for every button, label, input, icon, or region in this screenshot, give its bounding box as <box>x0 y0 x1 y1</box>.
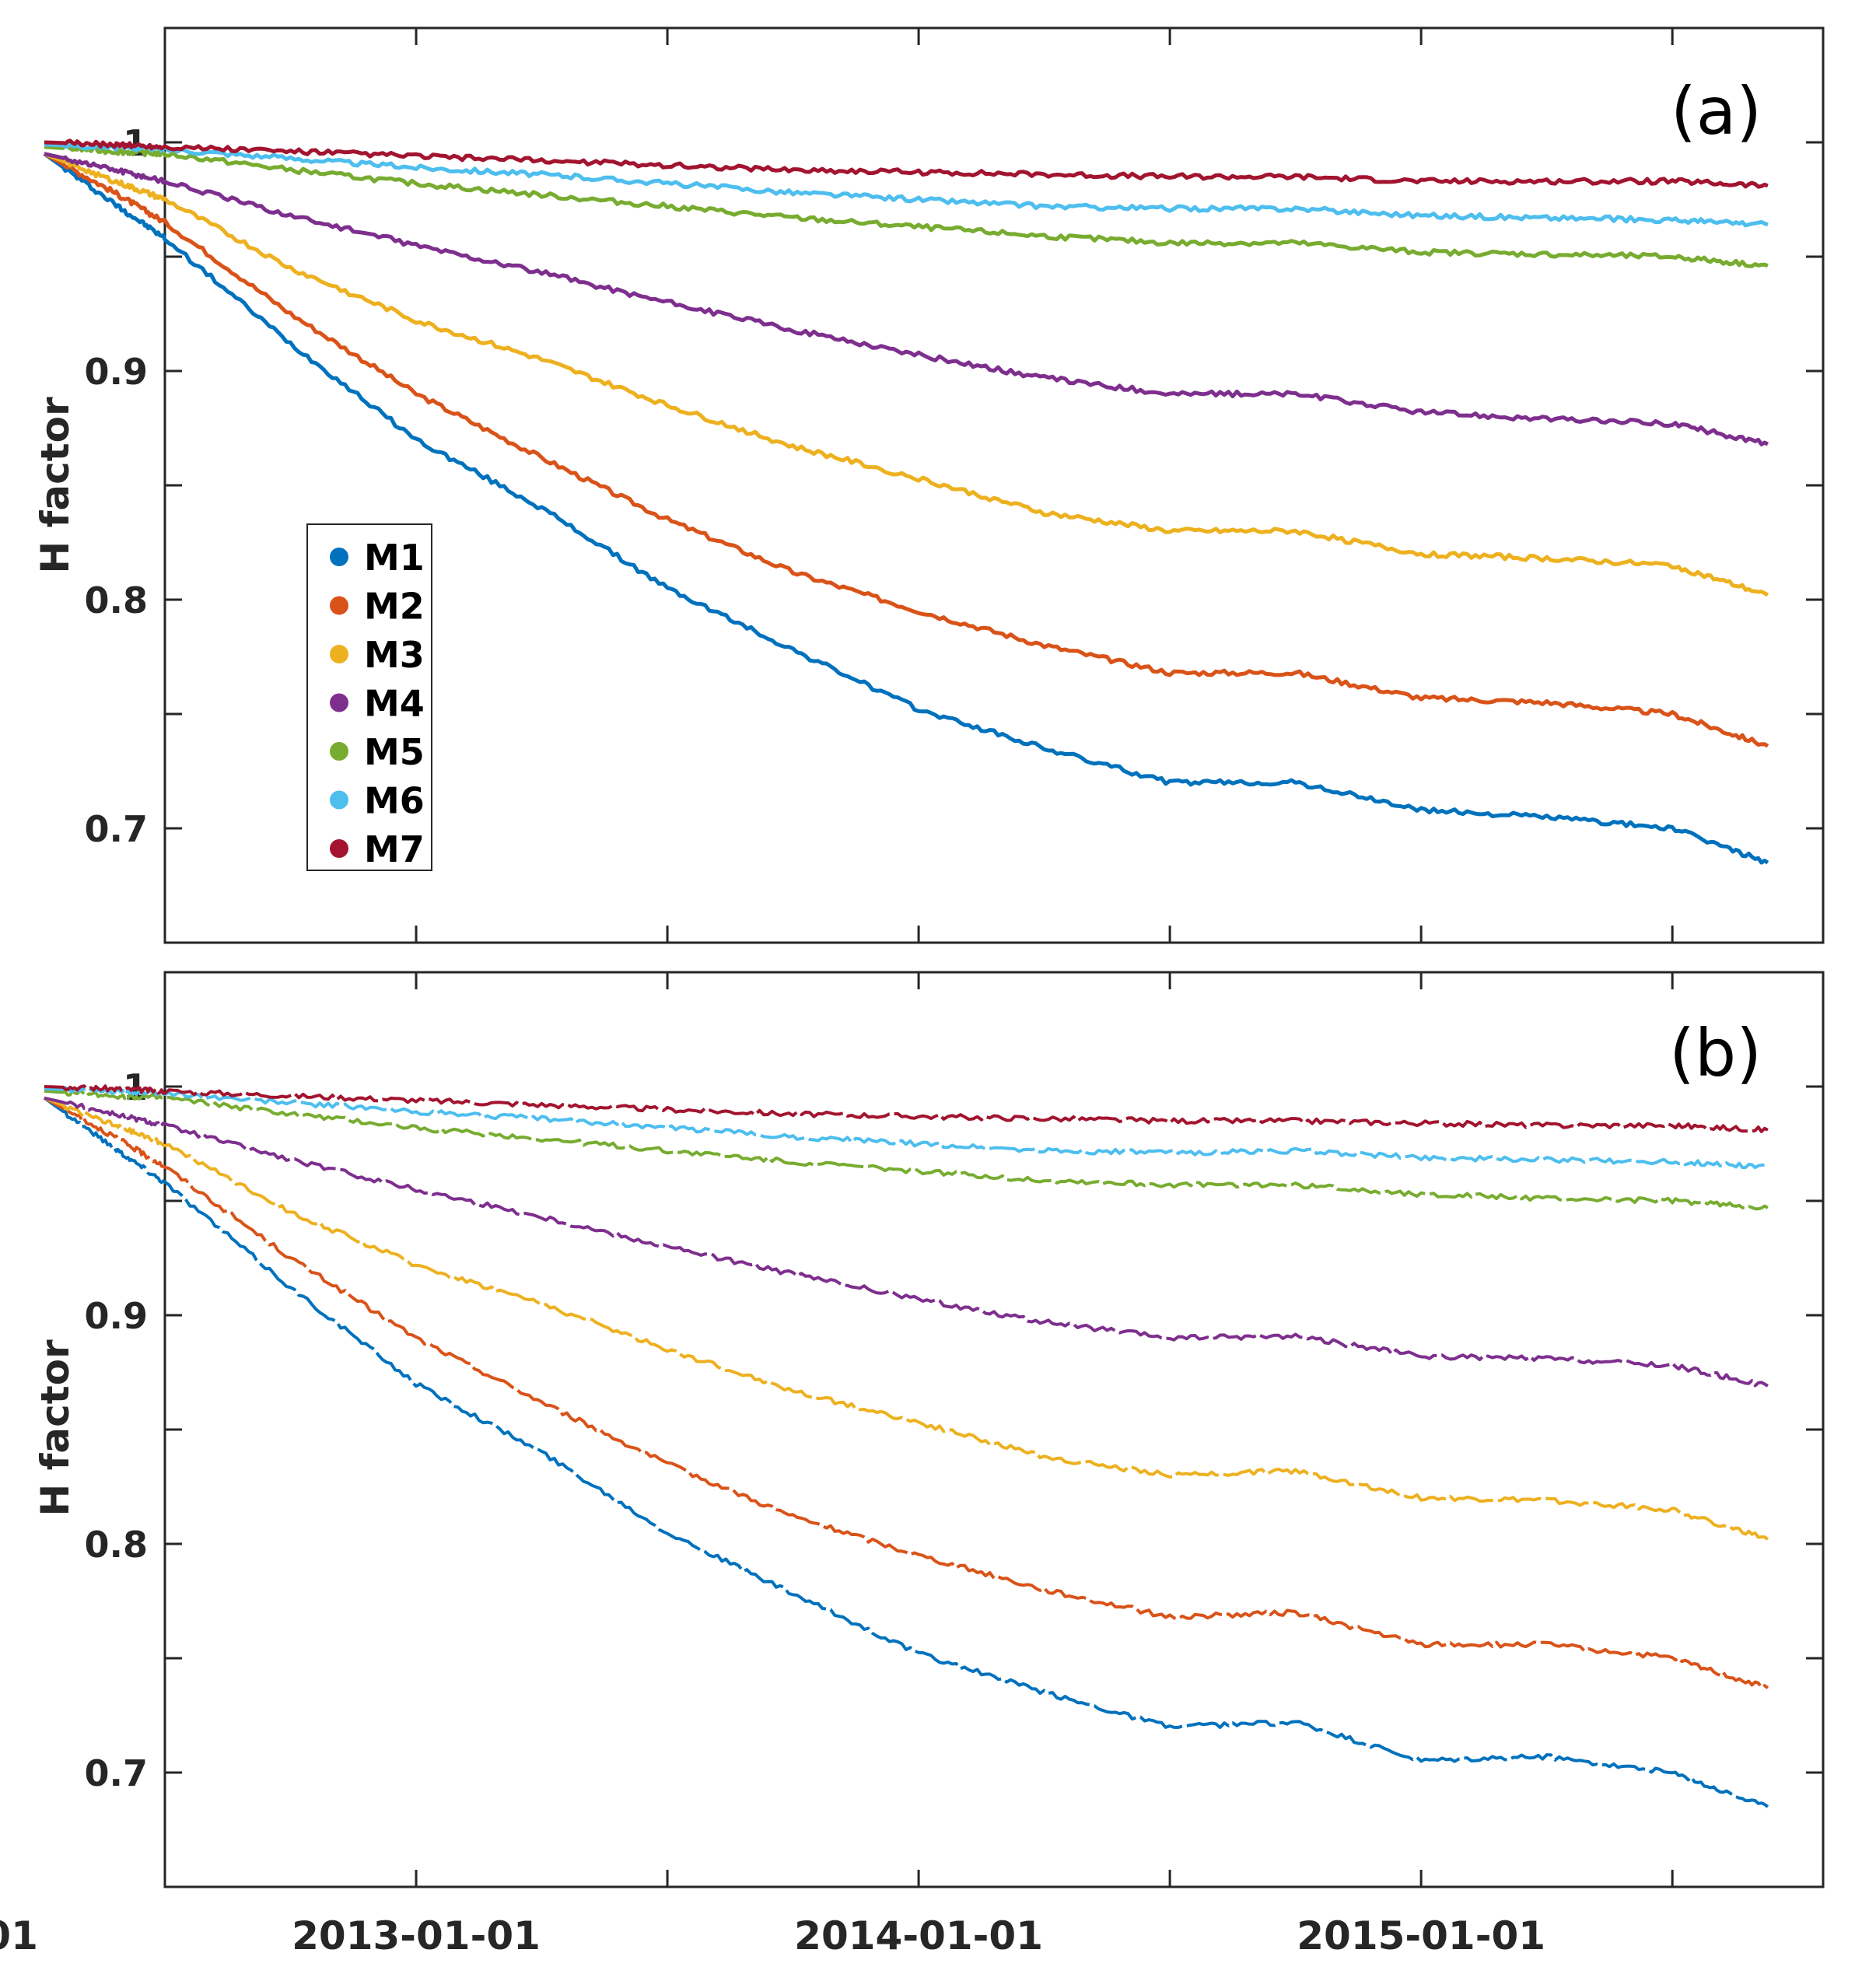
legend: M1 M2 M3 M4 M5 M6 M7 <box>306 523 432 871</box>
legend-label-m1: M1 <box>364 537 425 579</box>
panel-b-y-tick-label: 0.7 <box>85 1752 149 1794</box>
panel-a-axis-ticks <box>163 26 1823 944</box>
panel-b-series-m7-line <box>44 1084 1769 1133</box>
panel-b-series-m5-line <box>44 1089 1769 1211</box>
panel-a-series-m5-line <box>44 144 1769 268</box>
legend-marker-m2 <box>330 596 348 615</box>
legend-label-m5: M5 <box>364 731 425 773</box>
panel-b-axis-ticks <box>163 971 1823 1888</box>
panel-a-y-tick-label: 0.9 <box>85 351 149 393</box>
panel-b-y-tick-label: 0.9 <box>85 1295 149 1337</box>
panel-a-series-m3-line <box>43 152 1769 597</box>
x-tick-label-3: 2015-01-01 <box>1297 1913 1545 1958</box>
panel-b-series-m3-line <box>44 1096 1769 1541</box>
legend-box <box>306 523 432 871</box>
panel-a-y-axis-label: H factor <box>33 397 78 574</box>
panel-a-series-m1-line <box>43 152 1769 865</box>
legend-marker-m4 <box>330 693 348 712</box>
legend-marker-m6 <box>330 790 348 810</box>
legend-marker-m3 <box>330 645 348 663</box>
panel-b-series-m6-line <box>44 1086 1769 1170</box>
panel-a-series-m2-line <box>43 152 1769 748</box>
panel-b-y-tick-labels: 0.70.80.91 <box>85 1066 149 1794</box>
panel-a-y-tick-label: 0.7 <box>85 808 149 850</box>
panel-b-label: (b) <box>1669 1015 1762 1091</box>
legend-label-m2: M2 <box>364 586 425 628</box>
legend-marker-m5 <box>330 742 348 761</box>
panel-b-series-m1-line <box>43 1097 1769 1808</box>
legend-label-m7: M7 <box>364 828 425 870</box>
panel-a-series <box>43 138 1769 865</box>
panel-a-series-m7-line <box>44 138 1769 189</box>
panel-b-series-m2-line <box>43 1096 1769 1689</box>
legend-label-m6: M6 <box>364 780 425 822</box>
panel-b-y-tick-label: 0.8 <box>85 1524 149 1566</box>
panel-b-plot-area <box>163 971 1825 1888</box>
legend-marker-m7 <box>330 839 348 858</box>
panel-a-y-tick-labels: 0.70.80.91 <box>85 122 149 850</box>
panel-a-series-m6-line <box>44 142 1769 228</box>
x-tick-label-0: 2012-01-01 <box>0 1913 38 1958</box>
panel-b-series <box>43 1084 1769 1808</box>
panel-a-series-m4-line <box>44 152 1769 446</box>
x-tick-labels: 2012-01-01 2013-01-01 2014-01-01 2015-01-01 <box>0 1913 1545 1958</box>
panel-a-y-tick-label: 0.8 <box>85 579 149 621</box>
panel-b-y-axis-label: H factor <box>33 1339 78 1517</box>
panel-b: 0.70.80.91 2012-01-012013-01-012014-01-0… <box>0 971 1825 1958</box>
legend-marker-m1 <box>330 548 348 566</box>
legend-label-m4: M4 <box>364 683 425 725</box>
x-tick-label-2: 2014-01-01 <box>794 1913 1043 1958</box>
x-tick-label-1: 2013-01-01 <box>292 1913 541 1958</box>
panel-b-series-m4-line <box>44 1096 1769 1388</box>
panel-a-label: (a) <box>1671 73 1762 149</box>
legend-label-m3: M3 <box>364 634 425 676</box>
